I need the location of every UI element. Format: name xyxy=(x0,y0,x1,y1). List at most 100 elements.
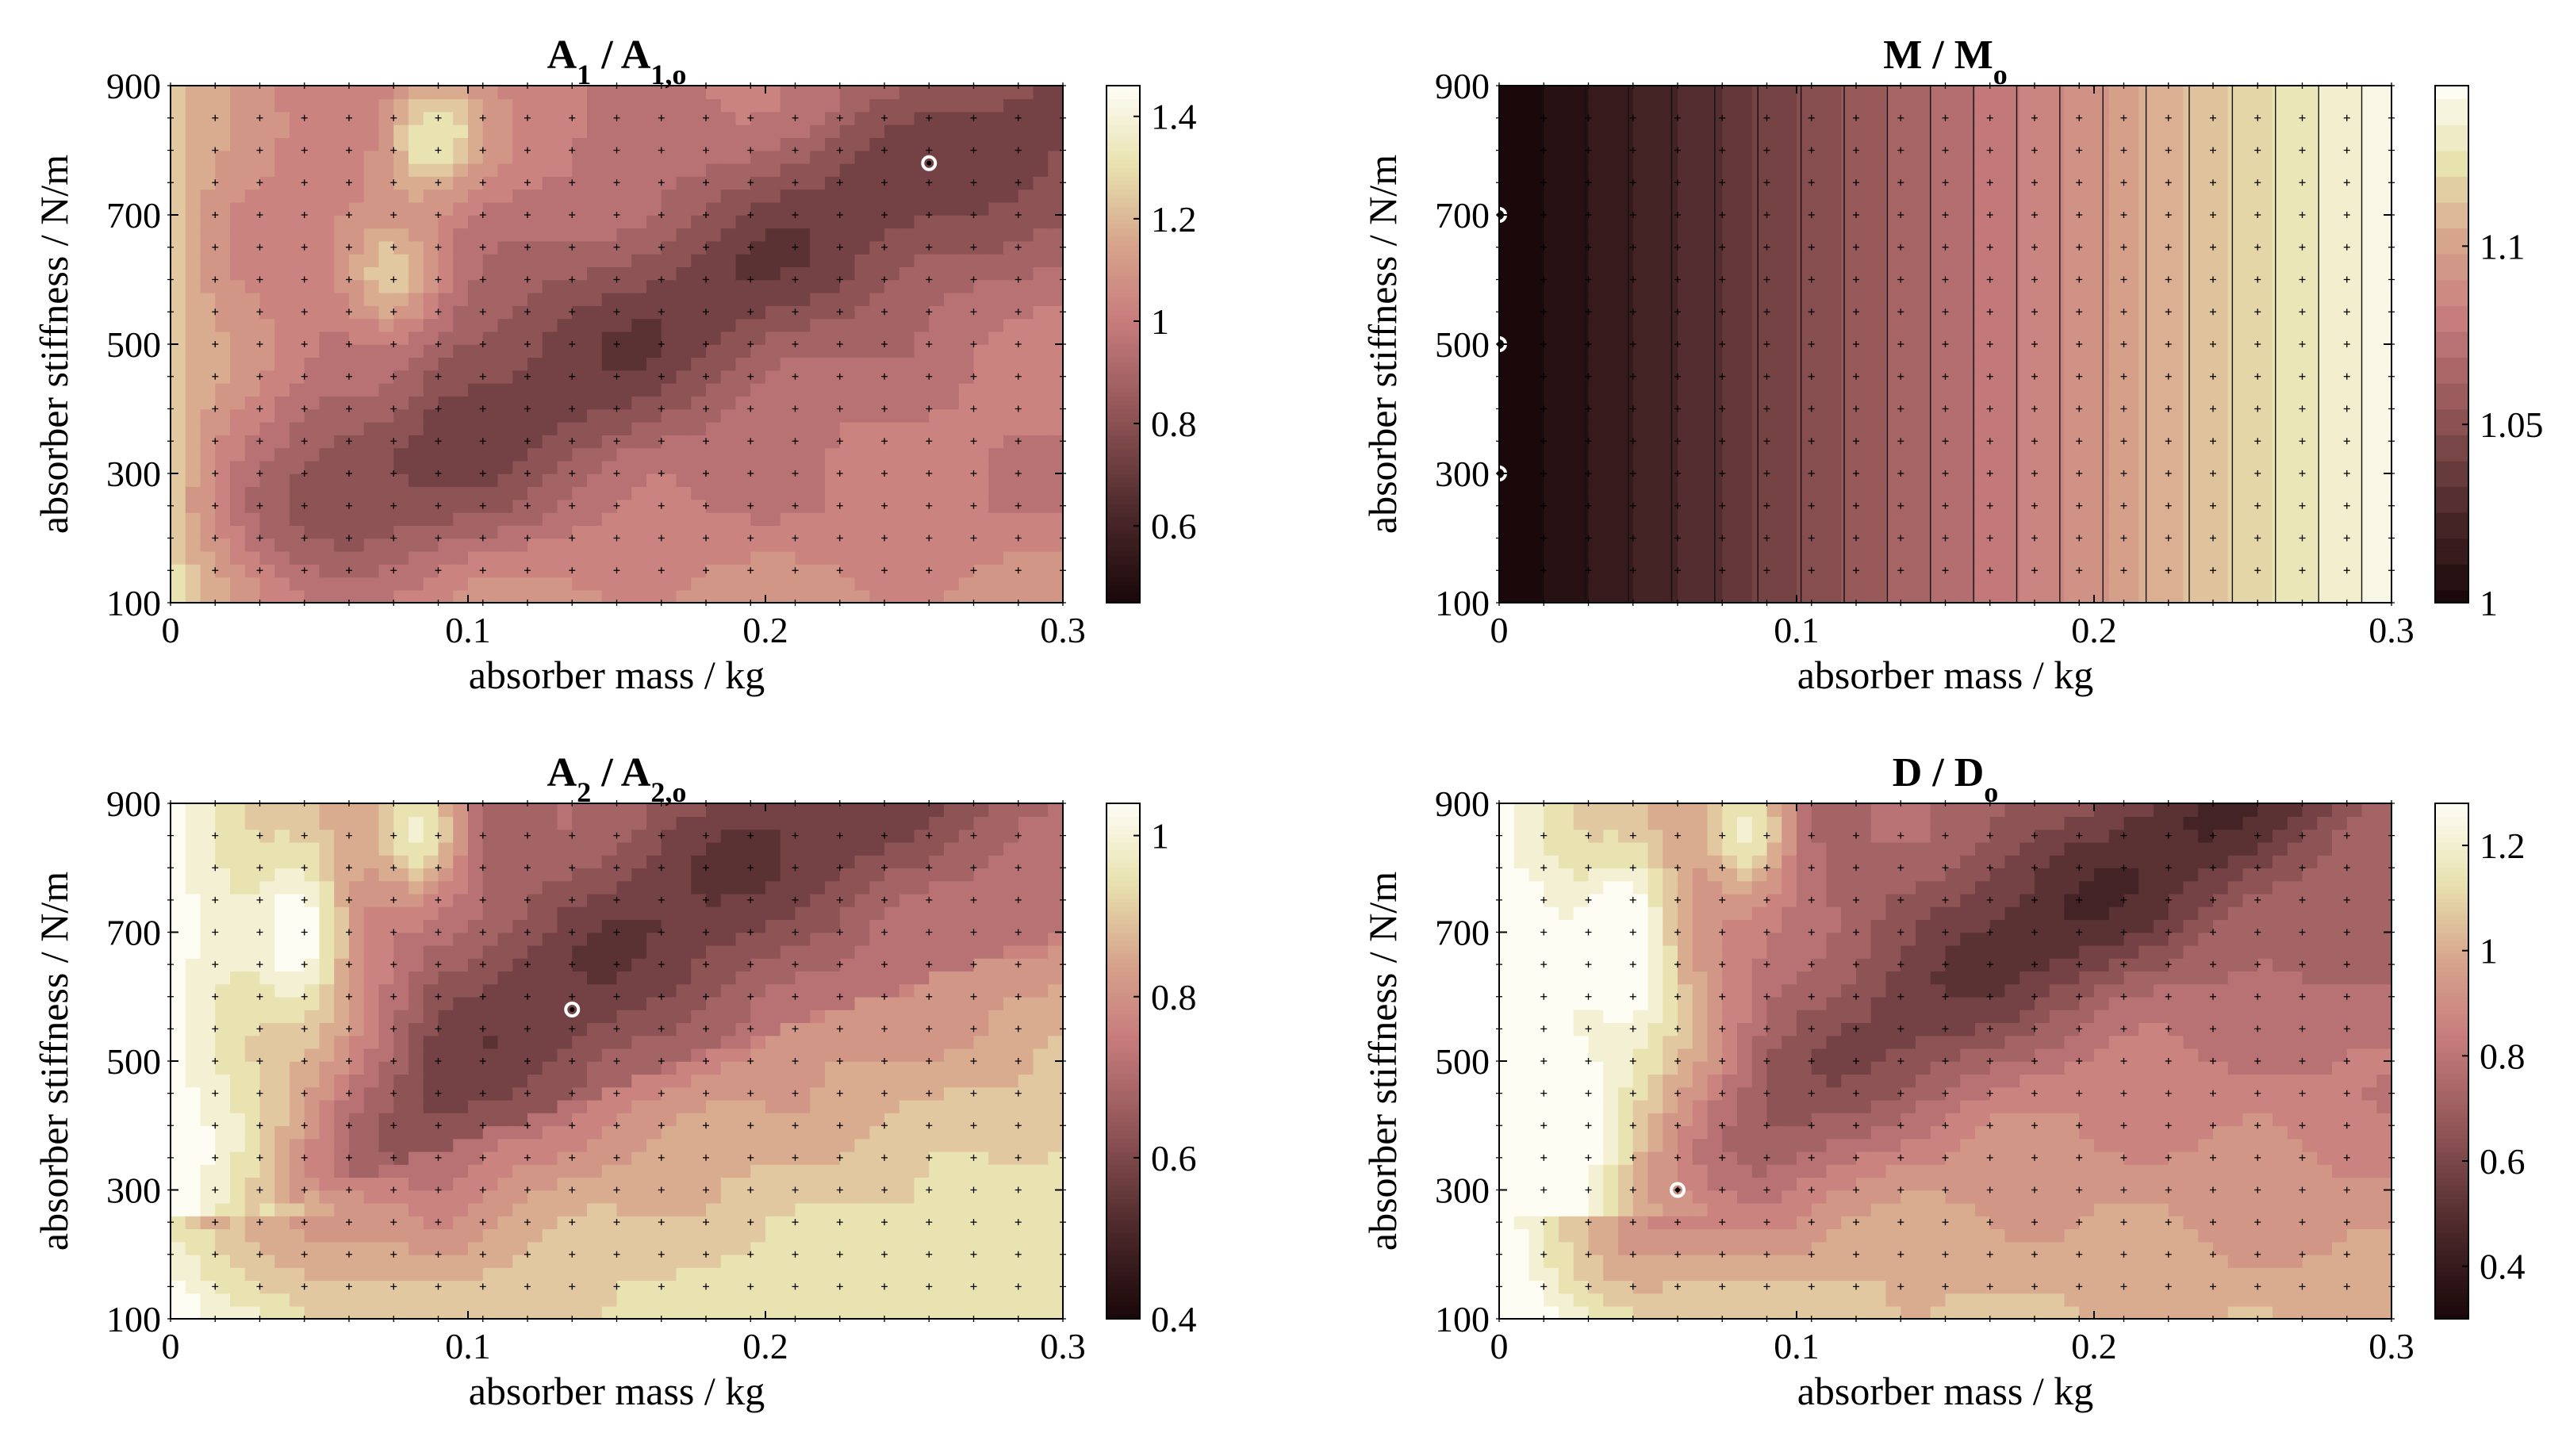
heatmap-cell xyxy=(691,98,707,113)
heatmap-cell xyxy=(244,266,261,281)
heatmap-cell xyxy=(1901,589,1916,603)
heatmap-cell xyxy=(230,408,246,423)
heatmap-cell xyxy=(914,512,930,526)
heatmap-cell xyxy=(349,435,365,449)
heatmap-cell xyxy=(1722,460,1738,474)
heatmap-cell xyxy=(1766,201,1783,216)
heatmap-cell xyxy=(1885,189,1902,203)
heatmap-cell xyxy=(2094,473,2110,488)
heatmap-cell xyxy=(2094,150,2110,164)
heatmap-cell xyxy=(973,266,990,281)
heatmap-cell xyxy=(1989,435,2006,449)
heatmap-cell xyxy=(2257,228,2273,242)
heatmap-cell xyxy=(1048,318,1064,332)
heatmap-cell xyxy=(839,86,856,100)
heatmap-cell xyxy=(2064,525,2081,539)
sample-point xyxy=(836,535,843,542)
heatmap-cell xyxy=(2242,486,2259,500)
heatmap-cell xyxy=(958,344,975,358)
heatmap-cell xyxy=(244,382,261,397)
heatmap-cell xyxy=(1737,538,1753,552)
sample-point xyxy=(256,438,263,445)
colorbar-segment xyxy=(1107,150,1140,155)
sample-point xyxy=(212,276,219,283)
sample-point xyxy=(435,341,442,347)
heatmap-cell xyxy=(810,86,826,100)
heatmap-cell xyxy=(2168,124,2184,138)
heatmap-cell xyxy=(2257,240,2273,255)
heatmap-cell xyxy=(378,525,395,539)
heatmap-cell xyxy=(1901,253,1916,267)
heatmap-cell xyxy=(1722,382,1738,397)
heatmap-cell xyxy=(899,279,915,293)
heatmap-cell xyxy=(1797,447,1812,462)
heatmap-cell xyxy=(482,98,499,113)
heatmap-cell xyxy=(1559,201,1575,216)
heatmap-cell xyxy=(2004,331,2021,345)
heatmap-cell xyxy=(542,201,558,216)
heatmap-cell xyxy=(200,396,217,410)
heatmap-cell xyxy=(631,396,647,410)
heatmap-cell xyxy=(1870,447,1887,462)
heatmap-cell xyxy=(2123,279,2140,293)
sample-point xyxy=(747,438,754,445)
heatmap-cell xyxy=(363,435,380,449)
colorbar-segment xyxy=(1107,201,1140,207)
heatmap-cell xyxy=(2019,370,2035,384)
sample-point xyxy=(479,114,486,121)
heatmap-cell xyxy=(1841,331,1857,345)
heatmap-cell xyxy=(1722,577,1738,591)
heatmap-cell xyxy=(2183,550,2200,565)
heatmap-cell xyxy=(230,176,246,190)
heatmap-cell xyxy=(1870,331,1887,345)
heatmap-cell xyxy=(2213,163,2229,177)
heatmap-cell xyxy=(765,460,781,474)
heatmap-cell xyxy=(587,473,603,488)
heatmap-cell xyxy=(750,86,766,100)
heatmap-cell xyxy=(1499,86,1515,100)
heatmap-cell xyxy=(2123,150,2140,164)
heatmap-cell xyxy=(1663,421,1678,435)
x-tick-label: 0.2 xyxy=(742,610,788,650)
heatmap-cell xyxy=(1751,396,1768,410)
heatmap-cell xyxy=(1945,512,1962,526)
sample-point xyxy=(658,502,665,509)
heatmap-cell xyxy=(423,396,439,410)
heatmap-cell xyxy=(1499,370,1515,384)
heatmap-cell xyxy=(1663,137,1678,151)
heatmap-cell xyxy=(527,176,543,190)
heatmap-cell xyxy=(1856,228,1872,242)
heatmap-cell xyxy=(646,201,662,216)
sample-point xyxy=(703,212,709,218)
heatmap-cell xyxy=(572,111,588,125)
heatmap-cell xyxy=(2183,279,2200,293)
heatmap-cell xyxy=(601,577,618,591)
heatmap-cell xyxy=(1528,215,1545,229)
heatmap-cell xyxy=(304,447,320,462)
heatmap-cell xyxy=(2019,98,2035,113)
sample-point xyxy=(212,341,219,347)
heatmap-cell xyxy=(795,253,811,267)
heatmap-cell xyxy=(2019,564,2035,578)
heatmap-cell xyxy=(1841,370,1857,384)
heatmap-cell xyxy=(468,137,484,151)
heatmap-cell xyxy=(1960,589,1976,603)
heatmap-cell xyxy=(1528,447,1545,462)
heatmap-cell xyxy=(1916,163,1931,177)
heatmap-cell xyxy=(319,408,336,423)
heatmap-cell xyxy=(795,525,811,539)
heatmap-cell xyxy=(839,512,856,526)
heatmap-cell xyxy=(2242,460,2259,474)
heatmap-cell xyxy=(244,447,261,462)
heatmap-cell xyxy=(2183,538,2200,552)
heatmap-cell xyxy=(1528,421,1545,435)
heatmap-cell xyxy=(601,550,618,565)
sample-point xyxy=(256,470,263,477)
heatmap-cell xyxy=(2257,589,2273,603)
heatmap-cell xyxy=(1647,124,1664,138)
heatmap-cell xyxy=(274,499,290,513)
heatmap-cell xyxy=(631,473,647,488)
heatmap-cell xyxy=(1003,499,1019,513)
heatmap-cell xyxy=(2094,550,2110,565)
